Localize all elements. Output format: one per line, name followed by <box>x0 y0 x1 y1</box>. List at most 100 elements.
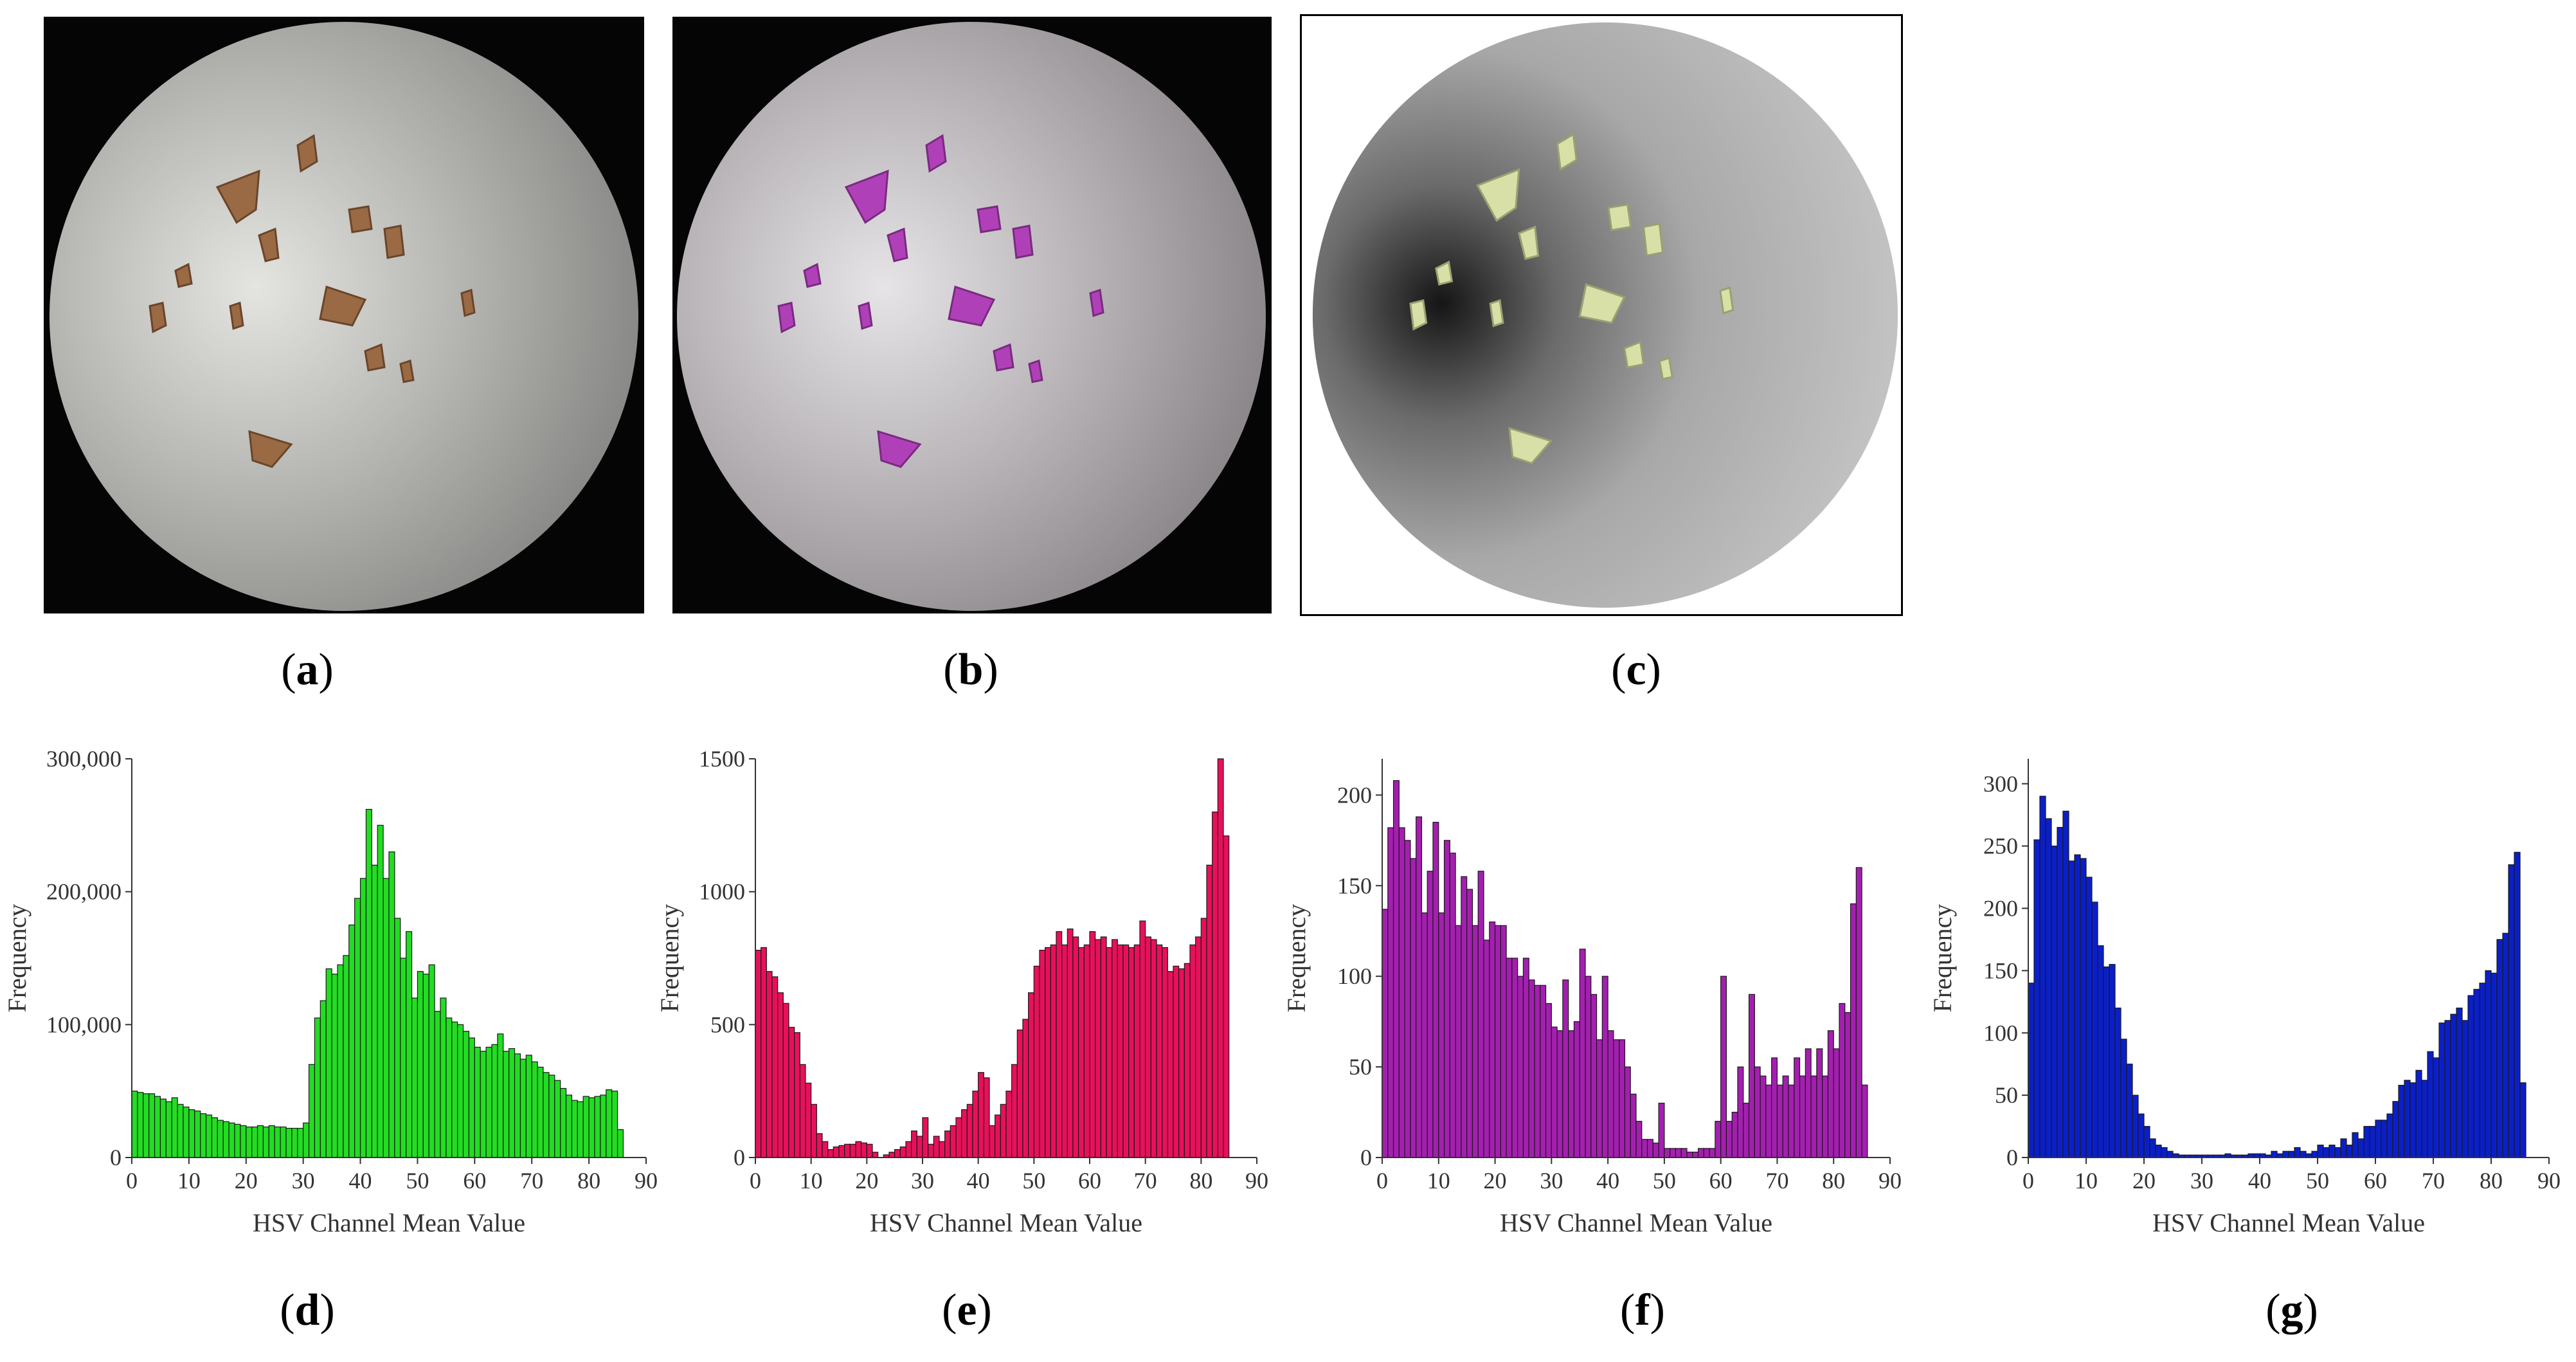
bar <box>1427 871 1434 1158</box>
panel-label-d: (d) <box>280 1285 335 1335</box>
bar <box>1585 976 1592 1158</box>
bar <box>894 1149 901 1158</box>
x-tick-label: 0 <box>1376 1168 1388 1194</box>
bar <box>543 1072 550 1158</box>
bar <box>2080 858 2087 1158</box>
bar <box>1511 958 1518 1158</box>
bar <box>822 1141 829 1158</box>
bar <box>950 1125 957 1158</box>
bar <box>2409 1082 2417 1158</box>
bar <box>531 1061 538 1158</box>
bar <box>2114 1007 2121 1158</box>
bar <box>1095 939 1101 1158</box>
bar <box>1601 976 1608 1158</box>
bar <box>514 1053 521 1158</box>
bar <box>417 971 424 1158</box>
bar <box>1067 928 1074 1158</box>
bar <box>2074 854 2081 1158</box>
bar <box>1189 944 1196 1158</box>
bar <box>1184 963 1191 1158</box>
bar <box>194 1111 201 1158</box>
bar <box>2057 826 2064 1158</box>
bar <box>1771 1057 1778 1158</box>
x-tick-label: 70 <box>520 1168 543 1194</box>
histogram-f: 0 10 20 30 40 50 60 70 80 90 0 50 100 150 200 HSV Chann… <box>1282 759 1902 1237</box>
x-tick-label: 80 <box>1822 1168 1845 1194</box>
bar <box>383 878 390 1158</box>
bar <box>1776 1084 1783 1158</box>
bar <box>1765 1084 1772 1158</box>
bar <box>794 1032 800 1158</box>
bar <box>131 1091 138 1158</box>
y-tick-label: 200,000 <box>46 879 122 905</box>
bar <box>816 1133 823 1158</box>
bar <box>905 1141 912 1158</box>
y-tick-label: 50 <box>1349 1054 1372 1080</box>
bar <box>1455 925 1462 1158</box>
bar <box>262 1126 269 1158</box>
bar <box>1139 920 1146 1158</box>
bar <box>2045 818 2052 1158</box>
bar <box>474 1046 481 1158</box>
bar <box>1217 758 1224 1158</box>
bar <box>314 1017 321 1158</box>
x-tick-label: 10 <box>2075 1168 2098 1194</box>
bar <box>537 1066 544 1158</box>
bar <box>354 898 361 1158</box>
bar <box>861 1142 867 1158</box>
bar <box>2300 1150 2307 1158</box>
bar <box>1607 1030 1614 1158</box>
bar <box>1833 1048 1840 1158</box>
bar <box>2155 1145 2162 1158</box>
bar <box>972 1091 979 1158</box>
bar <box>200 1113 207 1158</box>
bar <box>1117 944 1124 1158</box>
bar <box>1387 827 1394 1158</box>
bar <box>617 1129 624 1158</box>
bar <box>440 997 447 1158</box>
y-tick-label: 150 <box>1337 873 1372 898</box>
bar <box>154 1096 161 1158</box>
bar <box>771 976 779 1158</box>
bar <box>1743 1102 1750 1158</box>
bar <box>1449 852 1456 1158</box>
bar <box>428 964 435 1158</box>
bar <box>1016 1030 1023 1158</box>
bar <box>1709 1148 1716 1158</box>
histogram-e: 0 10 20 30 40 50 60 70 80 90 0 500 1000 1500 HSV Chann… <box>655 746 1268 1237</box>
bar <box>1528 979 1535 1158</box>
bar <box>457 1024 464 1158</box>
bar <box>337 964 344 1158</box>
bar <box>1715 1121 1722 1158</box>
x-tick-label: 80 <box>2480 1168 2503 1194</box>
bar <box>2311 1150 2318 1158</box>
bar <box>2120 1039 2127 1158</box>
x-tick-label: 60 <box>2364 1168 2387 1194</box>
bar <box>2085 876 2093 1158</box>
bar <box>2392 1101 2399 1158</box>
y-axis-label: Frequency <box>655 904 684 1013</box>
bar <box>451 1021 458 1158</box>
bar <box>2149 1138 2156 1158</box>
bar <box>899 1146 906 1158</box>
bar <box>1045 947 1051 1158</box>
bar <box>565 1094 573 1158</box>
bar <box>137 1092 144 1158</box>
bar <box>827 1149 834 1158</box>
x-tick-label: 10 <box>800 1168 823 1194</box>
histogram-g: 0 10 20 30 40 50 60 70 80 90 0 50 100 150 200 250 300 HSV… <box>1928 759 2561 1237</box>
bar <box>2386 1113 2393 1158</box>
bar <box>1461 876 1468 1158</box>
bar <box>766 971 773 1158</box>
x-tick-label: 90 <box>1878 1168 1902 1194</box>
bar <box>855 1141 862 1158</box>
bar <box>1590 994 1598 1158</box>
bar <box>2438 1022 2445 1158</box>
bar <box>1392 780 1400 1158</box>
bar <box>171 1097 178 1158</box>
bar <box>1167 971 1174 1158</box>
bar <box>1697 1148 1704 1158</box>
y-tick-label: 300 <box>1983 771 2018 797</box>
panel-label-a: (a) <box>281 645 334 695</box>
bar <box>1850 903 1857 1158</box>
